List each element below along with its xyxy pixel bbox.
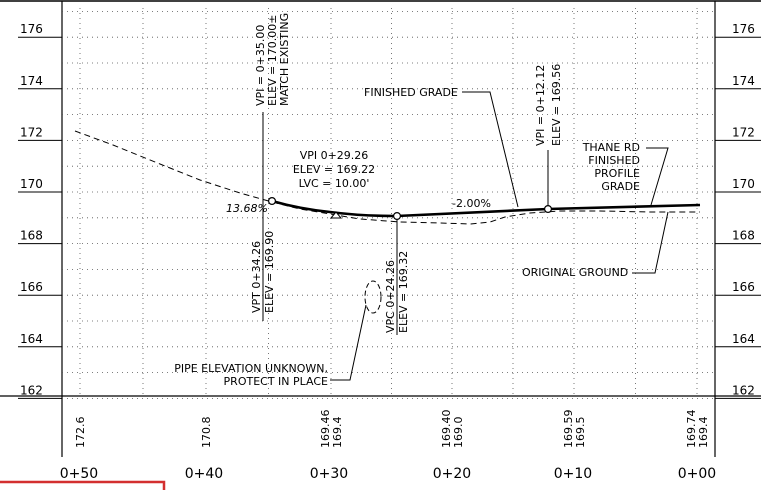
station-label: 0+30 — [310, 466, 348, 482]
vpt-marker — [268, 197, 277, 206]
finished-grade-line — [271, 199, 701, 218]
table-cell-group: 169.46 — [319, 410, 332, 449]
station-label: 0+40 — [185, 466, 223, 482]
curve-info-line3: LVC = 10.00' — [299, 177, 370, 190]
thane-rd-line4: GRADE — [601, 180, 640, 193]
vpc-line2: ELEV = 169.32 — [397, 251, 410, 333]
right-elevation-label: 168 — [732, 229, 755, 243]
pipe-line2: PROTECT IN PLACE — [224, 375, 328, 388]
table-cell-group: 169.74 — [685, 410, 698, 449]
left-elevation-label: 170 — [20, 177, 43, 191]
pipe-ellipse — [364, 280, 382, 314]
slope-right-label: -2.00% — [452, 197, 491, 210]
thane-rd-line3: PROFILE — [594, 167, 640, 180]
slope-left-label: 13.68% — [226, 202, 268, 215]
table-cell-value: 169.46 — [319, 410, 332, 449]
thane-rd-line2: FINISHED — [588, 154, 640, 167]
left-elevation-label: 172 — [20, 125, 43, 139]
station-label: 0+00 — [678, 466, 716, 482]
table-cell-group: 169.40 — [440, 410, 453, 449]
vpi-triangle-marker — [329, 211, 343, 219]
curve-info-line1: VPI 0+29.26 — [300, 149, 369, 162]
vpi-right-line1: VPI = 0+12.12 — [534, 65, 547, 146]
table-cell-group: 169.5 — [574, 417, 587, 449]
vpi-top-line1: VPI = 0+35.00 — [254, 25, 267, 106]
table-cell-value: 172.6 — [74, 417, 87, 449]
thane-rd-group: THANE RD FINISHED PROFILE GRADE — [582, 141, 640, 193]
table-cell-group: 169.4 — [697, 417, 710, 449]
left-elevation-axis: 176 174 172 170 168 166 164 162 — [18, 22, 62, 399]
table-cell-group: 172.6 — [74, 417, 87, 449]
table-cell-value: 169.74 — [685, 410, 698, 449]
vpt-line1: VPT 0+34.26 — [250, 241, 263, 313]
station-label: 0+10 — [554, 466, 592, 482]
vpc-label-group: VPC 0+24.26 ELEV = 169.32 — [384, 251, 410, 333]
table-cell-value: 169.59 — [562, 410, 575, 449]
vpi-right-line2: ELEV = 169.56 — [550, 64, 563, 146]
thane-rd-line1: THANE RD — [582, 141, 640, 154]
vpt-line2: ELEV = 169.90 — [263, 231, 276, 313]
left-elevation-label: 164 — [20, 332, 43, 346]
right-elevation-label: 176 — [732, 22, 755, 36]
station-label: 0+50 — [60, 466, 98, 482]
right-elevation-label: 166 — [732, 280, 755, 294]
table-cell-value: 169.0 — [452, 417, 465, 449]
right-elevation-label: 172 — [732, 125, 755, 139]
finished-grade-leader — [462, 91, 519, 208]
table-cell-value: 169.5 — [574, 417, 587, 449]
pipe-leader — [330, 304, 367, 381]
left-elevation-label: 162 — [20, 383, 43, 397]
right-elevation-axis: 176 174 172 170 168 166 164 162 — [715, 22, 761, 399]
vpi-top-line3: MATCH EXISTING — [278, 13, 291, 106]
curve-info-line2: ELEV = 169.22 — [293, 163, 375, 176]
right-elevation-label: 164 — [732, 332, 755, 346]
vpi-top-label-group: VPI = 0+35.00 ELEV = 170.00± MATCH EXIST… — [254, 13, 291, 106]
right-elevation-label: 162 — [732, 383, 755, 397]
original-ground-label: ORIGINAL GROUND — [522, 266, 628, 279]
pipe-label-group: PIPE ELEVATION UNKNOWN, PROTECT IN PLACE — [174, 362, 328, 388]
vpi-right-marker — [543, 205, 552, 214]
left-elevation-label: 168 — [20, 229, 43, 243]
vpc-line1: VPC 0+24.26 — [384, 260, 397, 333]
vpi-right-label-group: VPI = 0+12.12 ELEV = 169.56 — [534, 64, 563, 146]
table-cell-group: 169.59 — [562, 410, 575, 449]
pipe-line1: PIPE ELEVATION UNKNOWN, — [174, 362, 328, 375]
original-ground-leader — [632, 211, 669, 274]
table-cell-value: 169.4 — [697, 417, 710, 449]
left-elevation-label: 166 — [20, 280, 43, 294]
table-cell-group: 170.8 — [200, 417, 213, 449]
highlight-box — [0, 480, 166, 490]
table-cell-value: 169.40 — [440, 410, 453, 449]
vpc-marker — [393, 212, 402, 221]
station-axis: 0+50 0+40 0+30 0+20 0+10 0+00 — [60, 466, 716, 482]
table-cell-group: 169.0 — [452, 417, 465, 449]
finished-grade-label: FINISHED GRADE — [364, 86, 458, 99]
table-cell-value: 170.8 — [200, 417, 213, 449]
table-cell-value: 169.4 — [331, 417, 344, 449]
curve-info-group: VPI 0+29.26 ELEV = 169.22 LVC = 10.00' — [293, 149, 375, 190]
original-ground-line — [74, 130, 700, 225]
table-cell-group: 169.4 — [331, 417, 344, 449]
vpt-label-group: VPT 0+34.26 ELEV = 169.90 — [250, 231, 276, 313]
grid — [62, 8, 715, 399]
right-elevation-label: 170 — [732, 177, 755, 191]
left-elevation-label: 176 — [20, 22, 43, 36]
station-label: 0+20 — [433, 466, 471, 482]
thane-rd-leader — [646, 147, 669, 206]
elevation-table: 172.6 170.8 169.46 169.4 169.40 169.0 169.59 16… — [74, 410, 710, 449]
vpi-top-line2: ELEV = 170.00± — [266, 15, 279, 106]
right-elevation-label: 174 — [732, 74, 755, 88]
left-elevation-label: 174 — [20, 74, 43, 88]
